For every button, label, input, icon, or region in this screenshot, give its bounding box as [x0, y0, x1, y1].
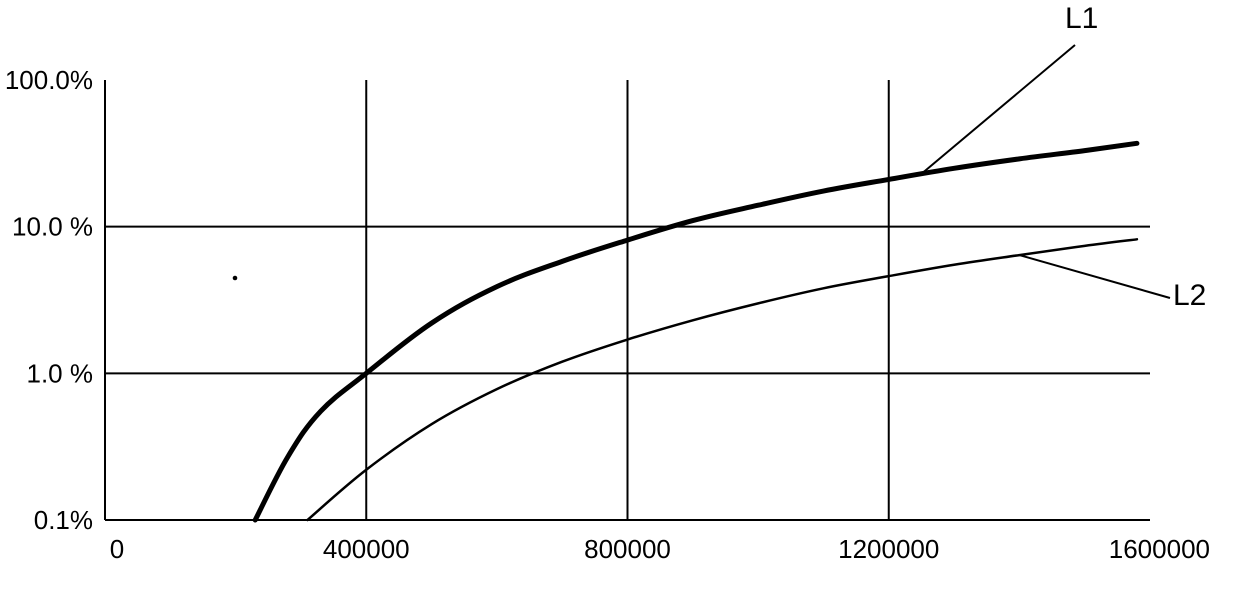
- line-chart: 0 400000 800000 1200000 1600000 0.1% 1.0 % 10.0…: [0, 0, 1239, 589]
- x-tick-label: 400000: [323, 534, 410, 564]
- chart-container: 0 400000 800000 1200000 1600000 0.1% 1.0 % 10.0…: [0, 0, 1239, 589]
- x-tick-label: 0: [110, 534, 124, 564]
- x-tick-label: 1200000: [838, 534, 939, 564]
- stray-dot: [233, 276, 238, 281]
- series-label-L1: L1: [1065, 2, 1098, 35]
- series-label-L2: L2: [1173, 279, 1206, 312]
- x-tick-label: 1600000: [1109, 534, 1210, 564]
- y-tick-label: 10.0 %: [12, 212, 93, 242]
- y-tick-label: 0.1%: [34, 505, 93, 535]
- y-tick-label: 1.0 %: [27, 358, 94, 388]
- y-tick-label: 100.0%: [5, 65, 93, 95]
- x-tick-label: 800000: [584, 534, 671, 564]
